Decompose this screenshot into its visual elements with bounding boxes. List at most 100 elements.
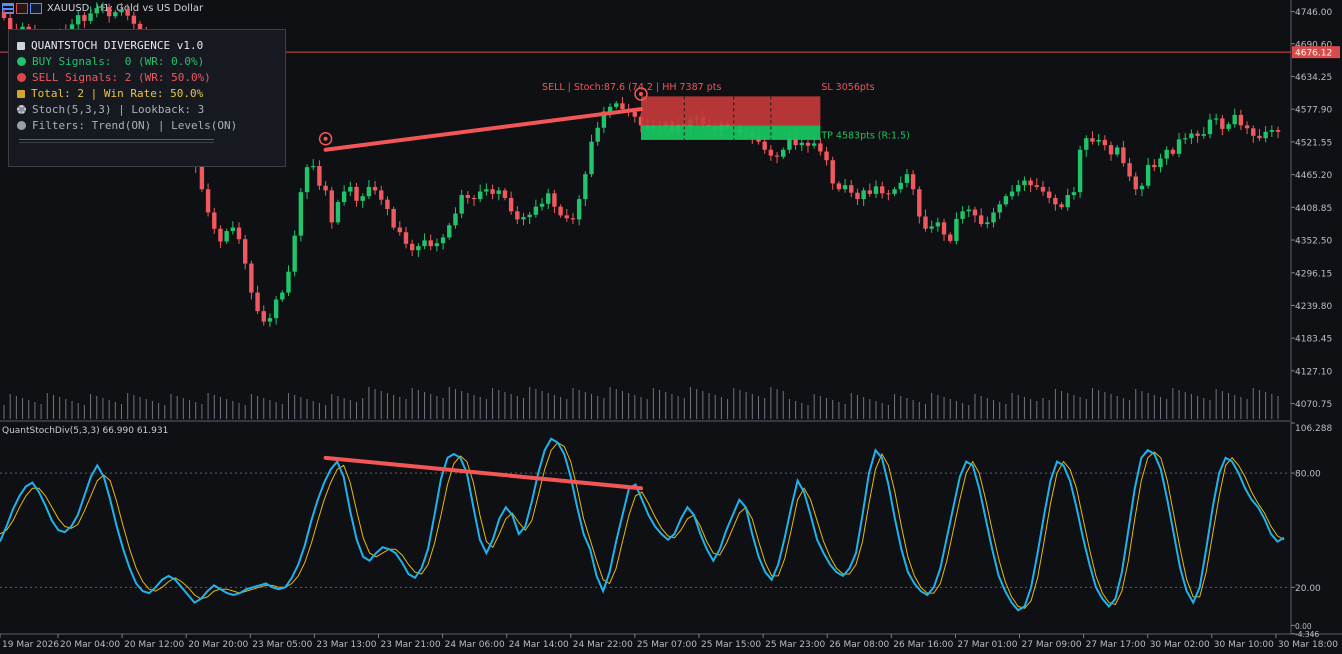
candle-body bbox=[76, 15, 81, 25]
candle-body bbox=[113, 12, 118, 17]
candle-body bbox=[137, 23, 143, 34]
panel-total-row: Total: 2 | Win Rate: 50.0% bbox=[17, 87, 203, 100]
candle-body bbox=[502, 190, 508, 198]
time-tick-label: 19 Mar 2026 bbox=[2, 640, 59, 650]
candle-body bbox=[614, 103, 619, 107]
candle-body bbox=[564, 215, 569, 219]
stoch-tick-label: 20.00 bbox=[1295, 584, 1321, 594]
panel-stoch: Stoch(5,3,3) | Lookback: 3 bbox=[32, 103, 205, 116]
candle-body bbox=[255, 292, 260, 312]
candle-body bbox=[1220, 118, 1225, 129]
candle-body bbox=[521, 217, 526, 220]
candle-body bbox=[818, 143, 823, 152]
candle-body bbox=[119, 9, 124, 13]
candle-icon[interactable] bbox=[30, 2, 42, 14]
candle-body bbox=[317, 166, 322, 186]
candle-body bbox=[910, 174, 916, 190]
time-tick-label: 23 Mar 05:00 bbox=[252, 640, 312, 650]
candle-body bbox=[762, 141, 767, 150]
candle-body bbox=[1158, 158, 1163, 168]
time-tick-label: 30 Mar 10:00 bbox=[1214, 640, 1274, 650]
price-tick-label: 4296.15 bbox=[1295, 269, 1332, 279]
candle-body bbox=[873, 186, 879, 194]
candle-body bbox=[1226, 124, 1231, 129]
take-profit-zone bbox=[641, 125, 821, 140]
sell-signal-marker bbox=[634, 87, 648, 101]
candle-body bbox=[1244, 125, 1250, 129]
time-tick-label: 20 Mar 04:00 bbox=[60, 640, 120, 650]
stoch-subwindow: QuantStochDiv(5,3,3) 66.990 61.931 bbox=[0, 426, 1290, 612]
chart-title: XAUUSD, H1: Gold vs US Dollar bbox=[47, 2, 204, 14]
candle-body bbox=[1077, 149, 1083, 193]
time-tick-label: 26 Mar 08:00 bbox=[829, 640, 889, 650]
candle-body bbox=[391, 208, 396, 228]
time-tick-label: 24 Mar 14:00 bbox=[509, 640, 569, 650]
time-tick-label: 27 Mar 17:00 bbox=[1086, 640, 1146, 650]
candle-body bbox=[366, 186, 372, 197]
candle-body bbox=[1065, 195, 1070, 208]
candle-body bbox=[230, 227, 236, 232]
candle-body bbox=[236, 227, 242, 240]
candle-body bbox=[1046, 191, 1052, 198]
candle-body bbox=[88, 13, 93, 21]
candle-body bbox=[886, 193, 891, 195]
price-tick-label: 4183.45 bbox=[1295, 335, 1332, 345]
candle-body bbox=[948, 234, 953, 241]
candle-body bbox=[335, 202, 341, 223]
trade-zone: SELL | Stoch:87.6 (74.2 | HH 7387 pts SL … bbox=[318, 82, 910, 152]
red-dot-icon bbox=[17, 73, 26, 82]
bar-chart-icon[interactable] bbox=[16, 2, 28, 14]
price-tick-label: 4746.00 bbox=[1295, 8, 1332, 18]
candle-body bbox=[261, 311, 266, 322]
price-tick-label: 4521.55 bbox=[1295, 138, 1332, 148]
sl-label: SL 3056pts bbox=[821, 82, 874, 93]
time-tick-label: 25 Mar 07:00 bbox=[637, 640, 697, 650]
candle-body bbox=[1195, 133, 1200, 136]
candle-body bbox=[985, 222, 990, 225]
stoch-main-line bbox=[0, 437, 1285, 612]
candle-body bbox=[465, 195, 471, 198]
candle-body bbox=[224, 231, 229, 242]
menu-icon[interactable] bbox=[2, 2, 14, 14]
candle-body bbox=[1176, 139, 1182, 154]
candle-body bbox=[459, 195, 464, 214]
candle-body bbox=[496, 190, 501, 194]
candle-body bbox=[1090, 138, 1095, 142]
candle-body bbox=[583, 174, 588, 200]
candle-body bbox=[781, 149, 786, 157]
candle-body bbox=[94, 8, 99, 14]
stop-loss-zone bbox=[641, 96, 821, 126]
stats-panel[interactable]: QUANTSTOCH DIVERGENCE v1.0 BUY Signals: … bbox=[8, 29, 286, 167]
candle-body bbox=[1263, 131, 1268, 139]
candle-body bbox=[1232, 114, 1237, 125]
candle-body bbox=[267, 318, 273, 322]
candle-body bbox=[1034, 185, 1040, 187]
sum-icon bbox=[17, 89, 25, 98]
candle-body bbox=[471, 197, 477, 200]
candle-body bbox=[82, 15, 87, 21]
candle-body bbox=[218, 228, 223, 242]
time-tick-label: 26 Mar 16:00 bbox=[893, 640, 953, 650]
candle-body bbox=[1238, 114, 1244, 126]
candle-body bbox=[409, 243, 415, 251]
candle-body bbox=[341, 191, 347, 203]
candle-body bbox=[861, 190, 866, 200]
panel-filters: Filters: Trend(ON) | Levels(ON) bbox=[32, 119, 238, 132]
panel-total: Total: 2 | Win Rate: 50.0% bbox=[31, 87, 204, 100]
candle-body bbox=[403, 232, 409, 244]
candle-body bbox=[379, 190, 384, 200]
candle-body bbox=[249, 263, 254, 293]
candle-body bbox=[1016, 185, 1021, 192]
candle-body bbox=[1145, 164, 1151, 186]
candle-body bbox=[595, 127, 600, 142]
candle-body bbox=[879, 186, 885, 194]
candle-body bbox=[1084, 138, 1089, 150]
panel-title: QUANTSTOCH DIVERGENCE v1.0 bbox=[31, 39, 204, 52]
candle-body bbox=[941, 222, 947, 235]
candle-body bbox=[768, 149, 774, 156]
current-price-tag bbox=[1292, 46, 1340, 59]
stoch-divergence-line bbox=[323, 455, 643, 491]
candle-body bbox=[453, 213, 458, 226]
candle-body bbox=[311, 166, 316, 168]
